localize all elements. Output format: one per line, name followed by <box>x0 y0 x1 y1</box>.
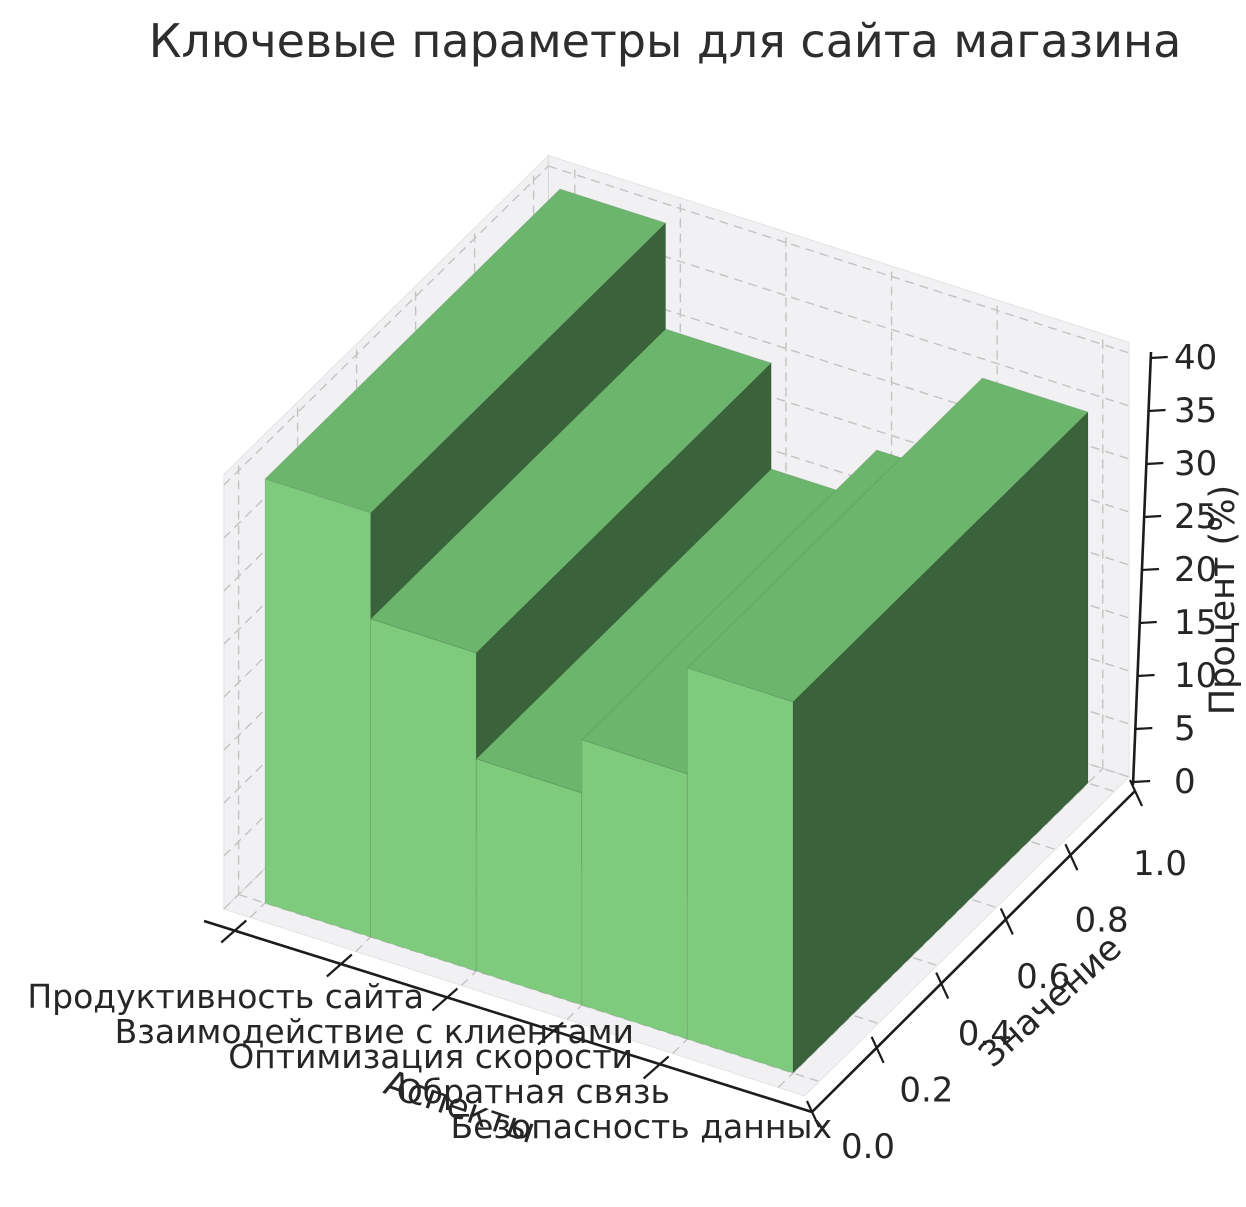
gridline <box>548 324 1130 513</box>
axes-lines-ticks <box>203 351 1168 1128</box>
z-tick <box>1150 355 1168 360</box>
bar-front-face <box>264 478 372 938</box>
y-tick-label: 0.0 <box>841 1127 895 1167</box>
z-tick <box>1135 726 1153 731</box>
z-tick <box>1139 620 1157 625</box>
x-tick-label: Оптимизация скорости <box>228 1037 633 1076</box>
y-tick <box>870 1036 885 1064</box>
y-tick <box>1129 779 1143 807</box>
z-tick-label: 10 <box>1174 656 1217 696</box>
bar-front-face <box>686 667 794 1074</box>
z-tick <box>1148 408 1166 413</box>
z-axis-label: Процент (%) <box>1203 485 1243 715</box>
x-tick <box>220 919 247 944</box>
z-tick-label: 20 <box>1174 550 1217 590</box>
y-tick-label: 1.0 <box>1133 844 1187 884</box>
z-axis-line <box>1131 351 1153 786</box>
z-tick-label: 30 <box>1174 444 1217 484</box>
x-tick <box>537 1021 564 1046</box>
z-tick-label: 5 <box>1174 709 1196 749</box>
x-tick-label: Взаимодействие с клиентами <box>115 1012 634 1051</box>
bar-front-face <box>370 618 477 972</box>
y-axis-label: Значение <box>972 928 1130 1076</box>
bar-top-face <box>264 188 667 514</box>
z-tick <box>1146 461 1164 466</box>
y-axis-line <box>811 790 1136 1113</box>
chart-title: Ключевые параметры для сайта магазина <box>149 14 1182 68</box>
bar-front-face <box>475 758 583 1006</box>
bar-front-face <box>581 739 688 1040</box>
z-tick-label: 0 <box>1174 762 1196 802</box>
gridline <box>548 218 1130 407</box>
z-tick <box>1144 514 1162 519</box>
y-tick-label: 0.2 <box>899 1070 953 1110</box>
z-tick <box>1133 779 1151 784</box>
y-tick-label: 0.6 <box>1016 957 1070 997</box>
y-tick-label: 0.4 <box>958 1014 1012 1054</box>
x-tick <box>326 953 353 978</box>
x-tick <box>431 987 459 1012</box>
bar-4 <box>686 377 1089 1075</box>
gridline <box>548 165 1130 354</box>
z-tick-label: 25 <box>1174 497 1217 537</box>
gridline <box>223 165 549 486</box>
x-tick <box>642 1055 670 1080</box>
y-tick-label: 0.8 <box>1075 901 1129 941</box>
y-tick <box>935 972 950 1000</box>
x-tick-label: Обратная связь <box>397 1072 670 1111</box>
bars <box>264 188 1089 1075</box>
x-tick-label: Безопасность данных <box>451 1107 832 1146</box>
gridline <box>548 377 1130 566</box>
z-tick-label: 40 <box>1174 338 1217 378</box>
gridline <box>548 271 1130 460</box>
y-tick <box>1064 843 1079 871</box>
y-tick <box>999 907 1014 935</box>
z-tick-label: 35 <box>1174 391 1217 431</box>
x-axis-line <box>203 919 813 1114</box>
z-tick <box>1137 673 1155 678</box>
y-tick <box>806 1100 820 1128</box>
z-tick-label: 15 <box>1174 603 1217 643</box>
x-tick-label: Продуктивность сайта <box>27 977 424 1016</box>
z-tick <box>1141 567 1160 572</box>
